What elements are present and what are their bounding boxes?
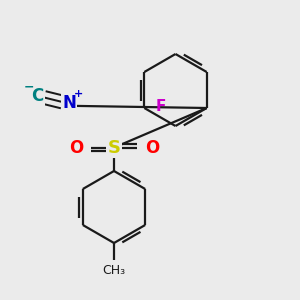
- Text: S: S: [107, 139, 121, 157]
- Text: O: O: [145, 139, 159, 157]
- Text: O: O: [69, 139, 83, 157]
- Text: F: F: [156, 99, 166, 114]
- Text: C: C: [32, 87, 44, 105]
- Text: −: −: [23, 80, 34, 94]
- Text: +: +: [74, 89, 83, 100]
- Text: N: N: [62, 94, 76, 112]
- Text: CH₃: CH₃: [102, 264, 126, 277]
